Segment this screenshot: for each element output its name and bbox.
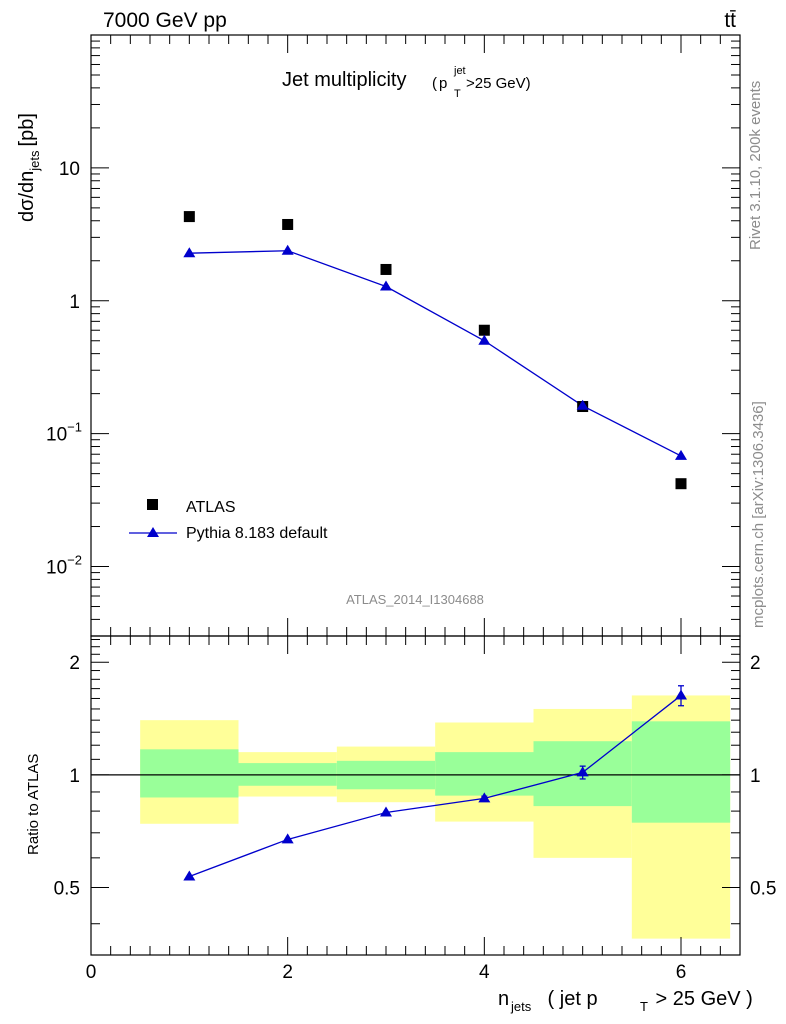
ratio-point [675, 689, 687, 700]
uncertainty-band-green [631, 721, 731, 823]
chart-title: Jet multiplicity [282, 69, 406, 91]
legend-atlas-marker [147, 499, 158, 510]
main-y-tick-label: 10−1 [46, 420, 82, 446]
pythia-point [675, 449, 687, 460]
ratio-y-tick-label-right: 0.5 [750, 878, 776, 899]
ratio-panel [91, 695, 740, 939]
x-tick-label: 0 [86, 962, 97, 983]
uncertainty-band-green [140, 749, 239, 798]
pythia-point [576, 399, 589, 410]
header-right: tt̄ [724, 9, 736, 32]
atlas-point [282, 218, 294, 230]
mcplots-label: mcplots.cern.ch [arXiv:1306.3436] [750, 401, 767, 628]
pythia-point [478, 334, 491, 345]
ratio-y-tick-label: 0.5 [54, 878, 80, 899]
main-frame [90, 34, 741, 637]
main-marks [183, 211, 687, 490]
x-tick-label: 4 [479, 962, 490, 983]
ratio-axes: 2 2 1 1 0.5 0.5 0 2 4 6 [54, 635, 776, 983]
ratio-y-tick-label-right: 1 [750, 766, 761, 787]
pythia-point [380, 280, 392, 291]
uncertainty-band-green [435, 752, 534, 796]
main-ylabel: dσ/dnjets[pb] [16, 113, 42, 222]
atlas-point [183, 211, 195, 223]
ratio-ylabel: Ratio to ATLAS [25, 754, 42, 855]
atlas-point [675, 478, 687, 490]
main-y-tick-exp: −2 [67, 553, 82, 568]
rivet-label: Rivet 3.1.10, 200k events [747, 81, 764, 250]
ratio-point [281, 833, 294, 844]
x-tick-label: 6 [676, 962, 687, 983]
ratio-point [380, 806, 392, 817]
main-y-tick-label: 1 [69, 292, 80, 313]
ratio-point [576, 766, 589, 777]
ratio-y-tick-label: 2 [69, 653, 80, 674]
legend: ATLAS Pythia 8.183 default [129, 499, 328, 542]
legend-pythia-marker [147, 527, 159, 537]
ratio-y-tick-label-right: 2 [750, 653, 761, 674]
ratio-line [189, 694, 682, 878]
main-y-tick-exp: −1 [67, 420, 82, 435]
ratio-y-tick-label: 1 [69, 766, 80, 787]
ratio-frame [90, 635, 741, 956]
ratio-marks [183, 685, 687, 881]
pythia-line [189, 250, 682, 457]
pythia-point [183, 247, 196, 258]
main-axes: 10 1 10−1 10−2 [46, 34, 741, 637]
chart-title-cut: (pjet T>25 GeV) [432, 65, 531, 100]
main-y-tick-label: 10−2 [46, 553, 82, 579]
analysis-watermark: ATLAS_2014_I1304688 [346, 592, 484, 607]
ratio-point [478, 792, 491, 803]
ratio-point [183, 870, 196, 881]
atlas-point [478, 324, 490, 336]
x-tick-label: 2 [282, 962, 293, 983]
legend-atlas-label: ATLAS [186, 499, 236, 516]
pythia-point [281, 244, 294, 255]
legend-pythia-label: Pythia 8.183 default [186, 525, 328, 542]
main-y-tick-label: 10 [59, 159, 80, 180]
atlas-point [380, 263, 392, 275]
header-left: 7000 GeV pp [103, 9, 227, 32]
